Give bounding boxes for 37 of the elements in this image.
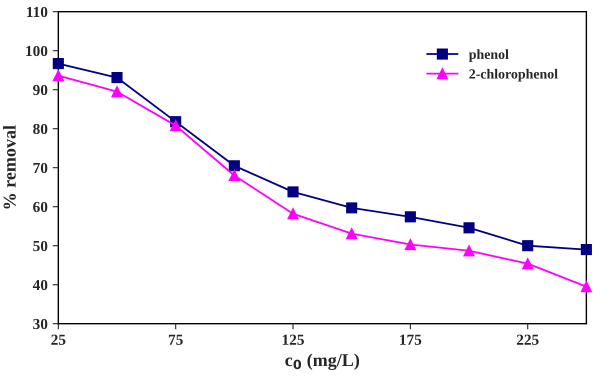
point <box>404 211 416 222</box>
point <box>346 228 358 240</box>
y-tick-label: 60 <box>33 202 48 212</box>
point <box>111 72 123 84</box>
point <box>170 120 182 132</box>
legend-label: phenol <box>468 49 509 62</box>
point <box>404 238 416 250</box>
y-tick-label: 70 <box>34 162 48 174</box>
point <box>52 70 64 82</box>
point <box>287 186 299 198</box>
y-tick-label: 30 <box>33 318 48 330</box>
point <box>228 160 240 172</box>
legend-label: 2-chlorophenol <box>469 68 558 82</box>
point <box>111 86 123 98</box>
x-tick-label: 225 <box>516 334 539 345</box>
point <box>463 222 475 234</box>
point <box>580 281 592 292</box>
point <box>287 208 299 220</box>
point <box>522 258 534 270</box>
point <box>580 244 592 256</box>
y-tick-label: 50 <box>33 240 48 252</box>
x-axis-title: c$_{0}$ (mg/L) <box>285 354 360 370</box>
x-tick-label: 125 <box>282 334 304 345</box>
y-tick-label: 40 <box>32 280 48 290</box>
x-tick-label: 175 <box>400 334 422 345</box>
y-tick-label: 80 <box>33 124 48 134</box>
y-tick-label: 110 <box>27 6 48 18</box>
point <box>228 170 240 182</box>
y-axis-title: % removal <box>3 125 16 209</box>
point <box>52 58 64 70</box>
y-tick-label: 90 <box>33 84 48 96</box>
y-tick-label: 100 <box>26 46 48 56</box>
point <box>346 202 358 214</box>
x-tick-label: 75 <box>168 334 183 345</box>
x-tick-label: 25 <box>51 334 66 345</box>
point <box>463 245 475 256</box>
point <box>522 240 534 252</box>
